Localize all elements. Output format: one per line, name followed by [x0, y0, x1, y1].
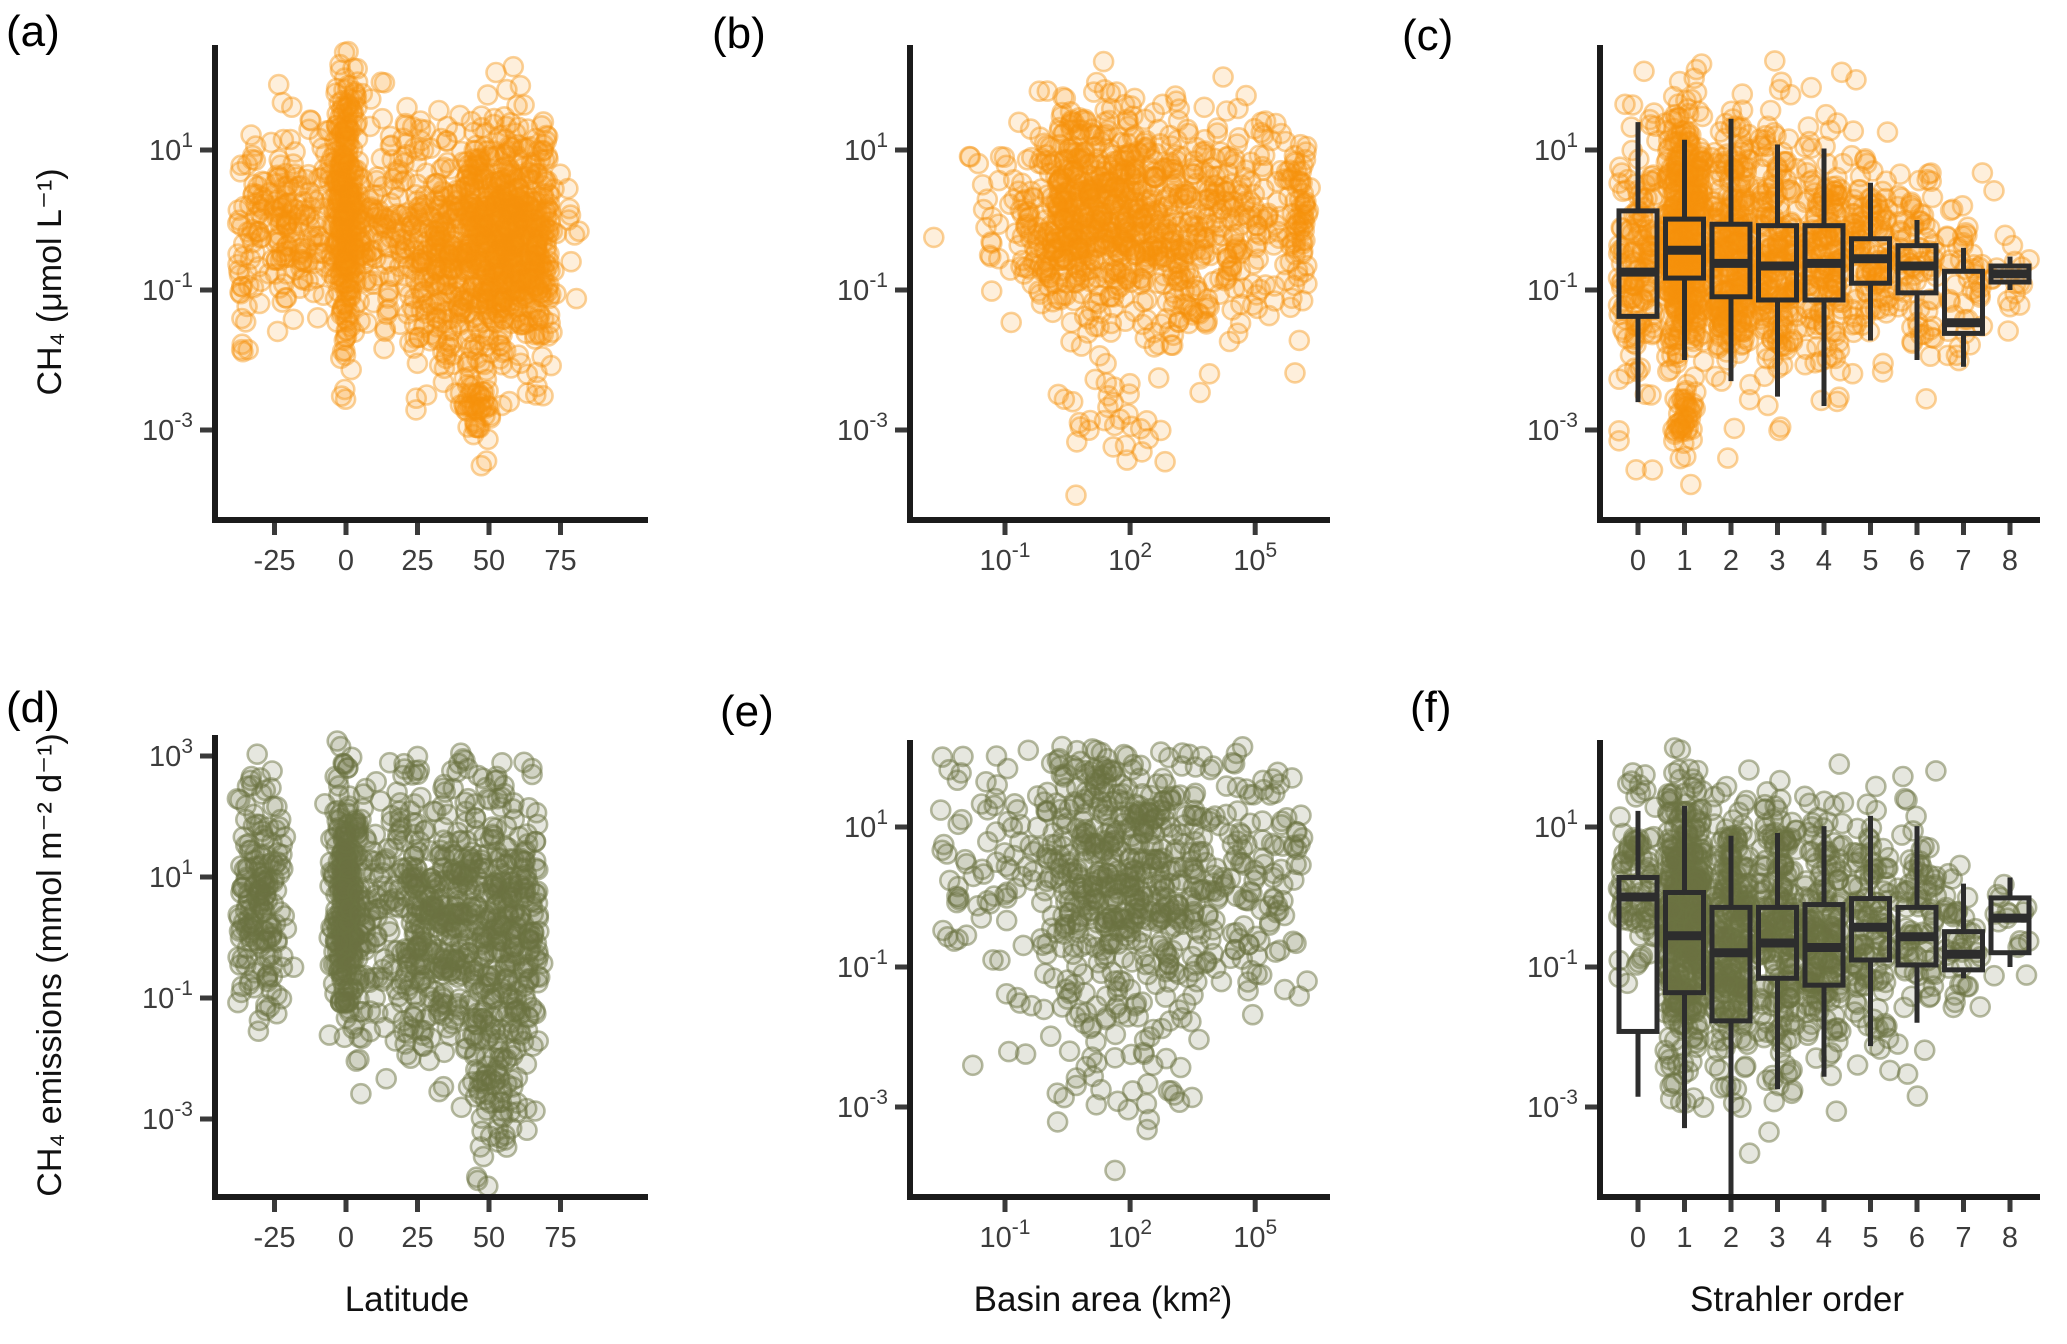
tick-label: 10-3 [837, 1086, 888, 1124]
tick-label: 101 [844, 129, 888, 167]
tick-label: 8 [2002, 1222, 2018, 1254]
tick-label: 0 [1630, 545, 1646, 577]
panel-f-plot: 0 1 2 3 4 5 6 7 8 101 10-1 10-3 [1527, 737, 2040, 1254]
panel-letter-f: (f) [1410, 683, 1452, 732]
tick-label: 10-1 [980, 539, 1031, 577]
panel-e-plot: 10-1 102 105 101 10-1 10-3 [837, 735, 1330, 1254]
tick-label: 7 [1955, 545, 1971, 577]
tick-label: 10-3 [837, 409, 888, 447]
tick-label: 5 [1862, 1222, 1878, 1254]
tick-label: 10-3 [1527, 1086, 1578, 1124]
tick-label: 3 [1769, 545, 1785, 577]
panel-c-plot: 0 1 2 3 4 5 6 7 8 101 10-1 10-3 [1527, 45, 2040, 577]
tick-label: 10-1 [142, 977, 193, 1015]
tick-label: 10-1 [837, 946, 888, 984]
tick-label: 105 [1233, 1216, 1277, 1254]
boxplots [1616, 805, 2032, 1195]
tick-label: 2 [1723, 1222, 1739, 1254]
tick-label: 2 [1723, 545, 1739, 577]
tick-label: 10-1 [837, 269, 888, 307]
axes: 0 1 2 3 4 5 6 7 8 101 10-1 10-3 [1527, 740, 2040, 1254]
tick-label: 10-3 [142, 409, 193, 447]
tick-label: 25 [401, 545, 433, 577]
tick-label: 102 [1108, 539, 1152, 577]
tick-label: 0 [338, 1222, 354, 1254]
tick-label: 8 [2002, 545, 2018, 577]
tick-label: 101 [149, 129, 193, 167]
axes: 10-1 102 105 101 10-1 10-3 [837, 740, 1330, 1254]
tick-label: 103 [149, 735, 193, 773]
tick-label: 10-1 [142, 269, 193, 307]
panel-b-plot: 10-1 102 105 101 10-1 10-3 [837, 45, 1330, 577]
tick-label: 6 [1909, 545, 1925, 577]
tick-label: 5 [1862, 545, 1878, 577]
tick-label: 3 [1769, 1222, 1785, 1254]
axes: 0 1 2 3 4 5 6 7 8 101 10-1 10-3 [1527, 45, 2040, 577]
tick-label: 25 [401, 1222, 433, 1254]
axes: 10-1 102 105 101 10-1 10-3 [837, 45, 1330, 577]
x-axis-label-basin-area: Basin area (km²) [973, 1280, 1233, 1319]
panel-d-plot: -25 0 25 50 75 103 101 10-1 10-3 [142, 730, 648, 1254]
tick-label: -25 [254, 1222, 296, 1254]
tick-label: 75 [544, 545, 576, 577]
panel-letter-b: (b) [712, 9, 766, 58]
tick-label: 101 [1534, 806, 1578, 844]
x-axis-label-latitude: Latitude [344, 1280, 470, 1319]
tick-label: -25 [254, 545, 296, 577]
panel-letter-e: (e) [720, 687, 774, 736]
panel-letter-a: (a) [6, 7, 60, 56]
panel-a-plot: -25 0 25 50 75 101 10-1 10-3 [142, 40, 648, 577]
tick-label: 10-1 [1527, 946, 1578, 984]
panel-letter-c: (c) [1402, 11, 1454, 60]
tick-label: 0 [1630, 1222, 1646, 1254]
tick-label: 4 [1816, 1222, 1832, 1254]
x-axis-label-strahler-order: Strahler order [1690, 1280, 1904, 1319]
tick-label: 6 [1909, 1222, 1925, 1254]
scatter-points [226, 40, 590, 477]
tick-label: 1 [1676, 545, 1692, 577]
tick-label: 101 [1534, 129, 1578, 167]
tick-label: 4 [1816, 545, 1832, 577]
y-axis-label-concentration: CH₄ (μmol L⁻¹) [31, 168, 69, 396]
tick-label: 102 [1108, 1216, 1152, 1254]
boxplots [1616, 118, 2032, 407]
scatter-points [929, 735, 1318, 1182]
tick-label: 50 [473, 1222, 505, 1254]
tick-label: 10-3 [1527, 409, 1578, 447]
tick-label: 50 [473, 545, 505, 577]
tick-label: 7 [1955, 1222, 1971, 1254]
tick-label: 1 [1676, 1222, 1692, 1254]
tick-label: 75 [544, 1222, 576, 1254]
scatter-points [226, 730, 554, 1197]
tick-label: 10-3 [142, 1098, 193, 1136]
tick-label: 10-1 [980, 1216, 1031, 1254]
tick-label: 105 [1233, 539, 1277, 577]
tick-label: 101 [844, 806, 888, 844]
tick-label: 0 [338, 545, 354, 577]
tick-label: 101 [149, 856, 193, 894]
tick-label: 10-1 [1527, 269, 1578, 307]
scatter-points [922, 50, 1321, 507]
panel-letter-d: (d) [6, 683, 60, 732]
y-axis-label-emissions: CH₄ emissions (mmol m⁻² d⁻¹) [31, 733, 69, 1197]
